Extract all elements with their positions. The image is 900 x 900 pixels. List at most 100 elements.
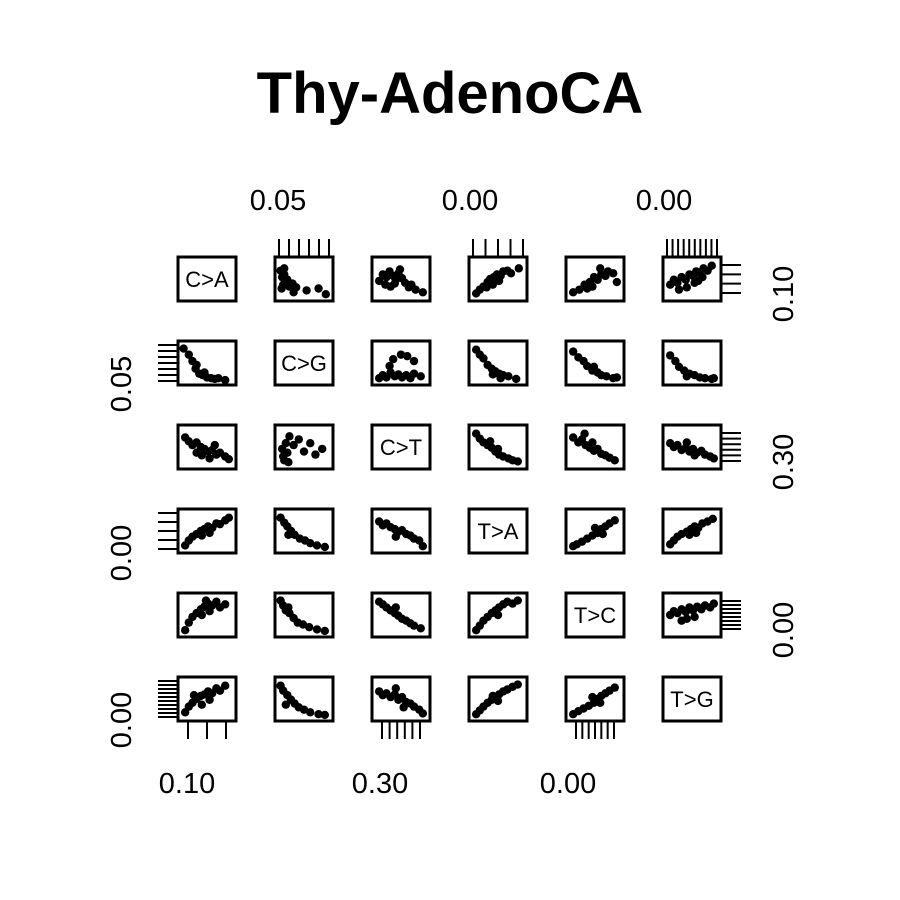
data-point (700, 374, 710, 383)
panel-grid: C>A C>G C>T T>A T>C T>G (158, 239, 741, 739)
top-axis-label-col6: 0.00 (636, 185, 692, 217)
top-axis-label-col2: 0.05 (250, 185, 306, 217)
data-point (612, 373, 622, 382)
panel-frame (467, 507, 529, 555)
data-point (283, 448, 292, 457)
bottom-axis-label-col1: 0.10 (159, 768, 215, 800)
panel-frame (467, 423, 529, 471)
data-point (314, 710, 323, 719)
bottom-axis-label-col5: 0.00 (540, 768, 596, 800)
panel-frame (370, 423, 432, 471)
data-point (302, 286, 311, 295)
data-point (486, 437, 495, 446)
data-point (580, 429, 589, 438)
panel-frame (661, 507, 723, 555)
panel-2-5 (661, 423, 723, 471)
data-point (205, 607, 214, 616)
data-point (513, 680, 522, 689)
data-point (321, 290, 331, 299)
data-point (205, 528, 214, 538)
data-point (314, 284, 323, 293)
data-point (280, 264, 289, 273)
data-point (418, 542, 428, 551)
panel-4-0 (176, 591, 238, 639)
data-point (179, 344, 188, 353)
data-point (284, 603, 293, 612)
panel-frame (564, 591, 626, 639)
data-point (391, 532, 400, 541)
panel-frame (564, 423, 626, 471)
data-point (496, 374, 505, 383)
panel-frame (273, 423, 335, 471)
panel-5-2 (370, 675, 432, 723)
data-point (568, 433, 578, 442)
panel-4-2 (370, 591, 432, 639)
data-point (596, 698, 605, 707)
panel-3-2 (370, 507, 432, 555)
data-point (488, 691, 497, 701)
data-point (690, 451, 699, 460)
panel-3-0 (176, 507, 238, 555)
panel-1-3 (467, 339, 529, 387)
panel-3-5 (661, 507, 723, 555)
panel-5-3 (467, 675, 529, 723)
data-point (409, 356, 419, 366)
data-point (610, 516, 619, 525)
data-point (320, 542, 329, 552)
panel-frame (564, 255, 626, 303)
panel-frame (273, 675, 335, 723)
data-point (294, 435, 303, 444)
data-point (391, 684, 400, 693)
data-point (588, 438, 597, 447)
data-point (192, 448, 201, 457)
panel-frame (273, 255, 335, 303)
panel-4-4: T>C (564, 591, 626, 639)
data-point (205, 454, 214, 463)
chart-title: Thy-AdenoCA (257, 61, 644, 126)
panel-frame (370, 339, 432, 387)
panel-frame (273, 591, 335, 639)
data-point (184, 350, 193, 359)
data-point (493, 444, 503, 454)
data-point (610, 683, 619, 692)
data-point (418, 288, 428, 297)
data-point (698, 272, 707, 282)
data-point (224, 454, 234, 464)
data-point (590, 523, 600, 533)
data-point (504, 372, 513, 381)
right-axis-label-row5: 0.00 (768, 602, 800, 658)
data-point (583, 284, 592, 293)
data-point (598, 529, 607, 539)
variable-label: C>T (380, 435, 422, 460)
data-point (281, 700, 290, 709)
data-point (690, 612, 699, 622)
data-point (612, 277, 622, 287)
data-point (197, 610, 206, 620)
data-point (214, 374, 223, 383)
data-point (197, 531, 206, 540)
data-point (488, 370, 497, 379)
panel-frame (467, 675, 529, 723)
data-point (201, 596, 211, 605)
panel-1-5 (661, 339, 723, 387)
data-point (200, 368, 209, 377)
panel-frame (661, 339, 723, 387)
data-point (320, 626, 329, 636)
panel-frame (273, 339, 335, 387)
data-point (210, 440, 219, 450)
data-point (609, 269, 618, 278)
panel-frame (370, 675, 432, 723)
panel-1-0 (176, 339, 238, 387)
data-point (277, 284, 286, 293)
data-point (411, 285, 420, 294)
panel-0-0: C>A (176, 255, 238, 303)
data-point (513, 457, 522, 466)
data-point (289, 288, 298, 297)
data-point (589, 362, 599, 371)
data-point (709, 454, 719, 463)
data-point (389, 355, 398, 364)
data-point (224, 513, 234, 522)
data-point (299, 447, 309, 456)
data-point (221, 681, 230, 690)
